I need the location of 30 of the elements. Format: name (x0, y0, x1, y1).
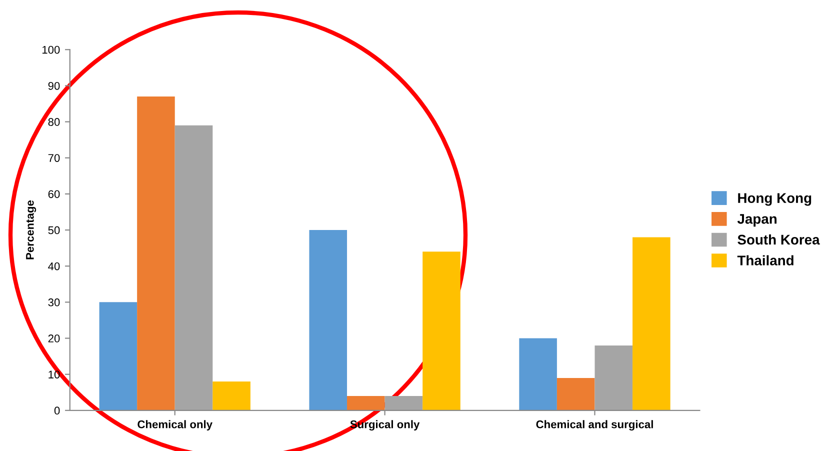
bar (137, 96, 175, 410)
y-tick-label: 70 (48, 154, 60, 162)
y-tick-label: 40 (48, 262, 60, 270)
bar (384, 396, 423, 410)
y-tick-label: 60 (48, 190, 60, 198)
y-tick-label: 100 (42, 46, 60, 54)
bar (632, 237, 670, 410)
x-tick-label: Chemical only (138, 420, 212, 430)
bar (556, 378, 595, 410)
legend-label: South Korea (738, 234, 820, 245)
bar (309, 230, 348, 410)
bar (174, 125, 213, 410)
legend-label: Thailand (737, 255, 794, 266)
bar (519, 338, 557, 410)
bar (212, 382, 250, 410)
y-tick-label: 90 (48, 82, 60, 90)
y-tick-label: 0 (54, 406, 60, 415)
bar (347, 396, 385, 410)
legend-label: Hong Kong (738, 193, 812, 206)
y-axis-title: Percentage (26, 200, 36, 260)
legend-label: Japan (737, 214, 776, 227)
x-tick-label: Chemical and surgical (536, 420, 653, 431)
y-tick-label: 20 (48, 334, 60, 342)
y-tick-label: 10 (48, 370, 60, 378)
y-tick-label: 80 (48, 118, 60, 126)
bar (422, 252, 460, 410)
bar (99, 302, 138, 410)
y-tick-label: 50 (48, 226, 60, 234)
bar (594, 345, 633, 410)
y-tick-label: 30 (48, 298, 60, 306)
